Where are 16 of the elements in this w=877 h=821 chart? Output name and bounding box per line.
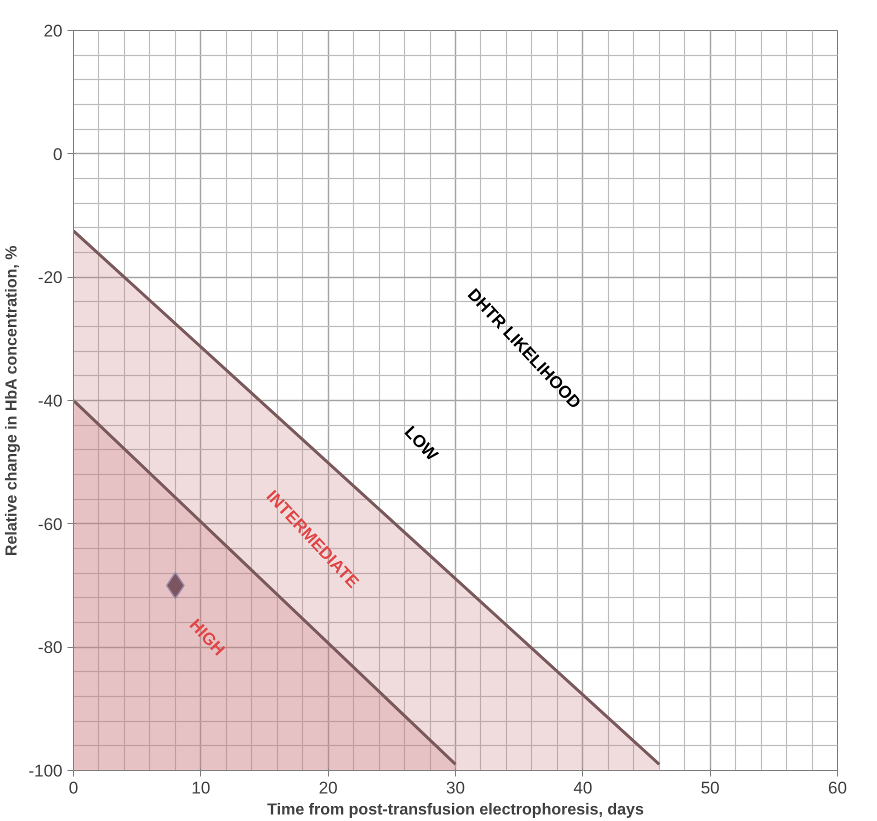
x-tick-label: 30 (446, 778, 465, 798)
x-tick-label: 0 (68, 778, 78, 798)
y-tick-label: -20 (38, 268, 63, 288)
y-tick-label: 20 (44, 22, 63, 40)
x-tick-label: 60 (828, 778, 847, 798)
x-tick-label: 40 (573, 778, 592, 798)
x-axis-title: Time from post-transfusion electrophoresis, days (267, 802, 644, 818)
x-tick-label: 10 (191, 778, 210, 798)
y-axis-title: Relative change in HbA concentration, % (3, 246, 20, 556)
y-tick-label: -100 (28, 762, 63, 780)
y-tick-label: -40 (38, 392, 63, 410)
y-tick-label: 0 (53, 144, 63, 164)
x-tick-label: 20 (318, 778, 338, 798)
y-tick-label: -80 (38, 638, 63, 658)
y-tick-label: -60 (38, 514, 63, 534)
x-tick-label: 50 (700, 778, 720, 798)
